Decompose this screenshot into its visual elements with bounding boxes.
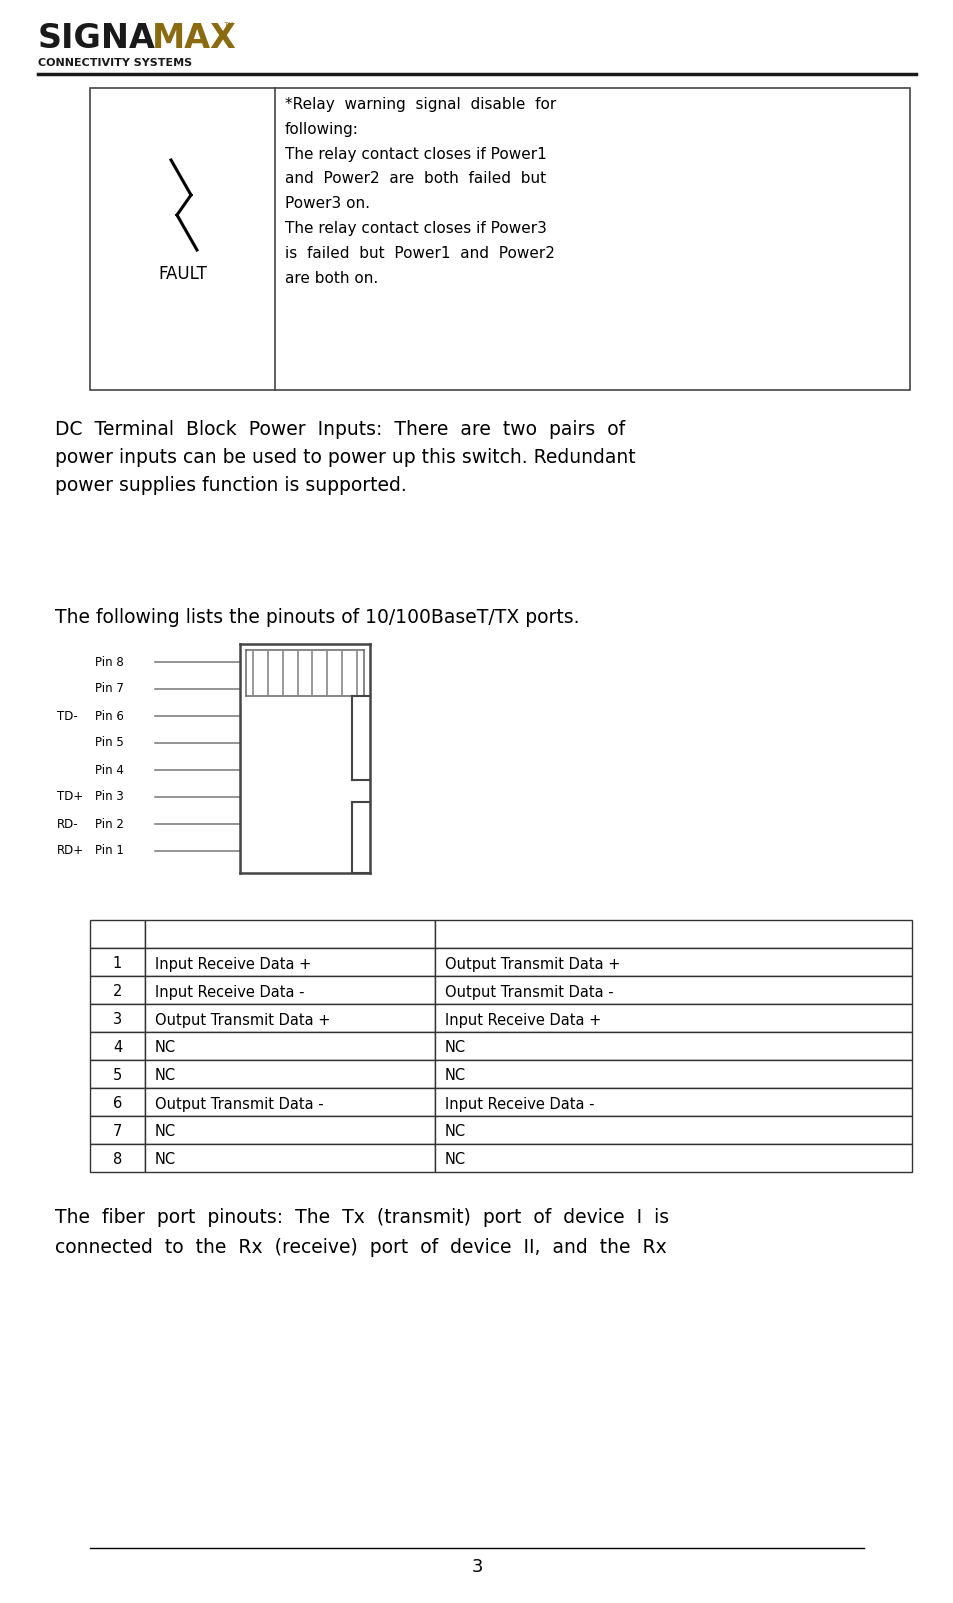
Text: RD+: RD+ (57, 845, 84, 858)
Text: Power3 on.: Power3 on. (285, 196, 370, 212)
Bar (90, 976, 145, 1003)
Text: FAULT: FAULT (158, 264, 207, 284)
Text: TD+: TD+ (57, 790, 83, 803)
Bar (90, 1088, 145, 1116)
Bar (145, 1088, 435, 1116)
Text: Pin 6: Pin 6 (95, 710, 124, 723)
Bar (435, 947, 911, 976)
Bar (90, 1060, 145, 1088)
Text: DC  Terminal  Block  Power  Inputs:  There  are  two  pairs  of: DC Terminal Block Power Inputs: There ar… (55, 420, 624, 439)
Text: 8: 8 (112, 1153, 122, 1167)
Text: Output Transmit Data +: Output Transmit Data + (154, 1013, 330, 1028)
Bar (435, 976, 911, 1003)
Bar (435, 1088, 911, 1116)
Bar (145, 1003, 435, 1032)
Text: Input Receive Data +: Input Receive Data + (444, 1013, 600, 1028)
Text: connected  to  the  Rx  (receive)  port  of  device  II,  and  the  Rx: connected to the Rx (receive) port of de… (55, 1238, 666, 1257)
Text: The relay contact closes if Power3: The relay contact closes if Power3 (285, 221, 546, 236)
Text: Pin 7: Pin 7 (95, 683, 124, 696)
Bar (145, 976, 435, 1003)
Bar (145, 1145, 435, 1172)
Text: 4: 4 (112, 1040, 122, 1055)
Text: Output Transmit Data -: Output Transmit Data - (444, 984, 613, 1000)
Text: NC: NC (444, 1124, 466, 1140)
Text: Pin 3: Pin 3 (95, 790, 124, 803)
Text: NC: NC (444, 1153, 466, 1167)
Text: 3: 3 (471, 1558, 482, 1576)
Bar (435, 1003, 911, 1032)
Text: CONNECTIVITY SYSTEMS: CONNECTIVITY SYSTEMS (38, 58, 192, 67)
Bar (145, 1060, 435, 1088)
Text: MAX: MAX (152, 22, 236, 55)
Text: The following lists the pinouts of 10/100BaseT/TX ports.: The following lists the pinouts of 10/10… (55, 608, 578, 627)
Text: is  failed  but  Power1  and  Power2: is failed but Power1 and Power2 (285, 245, 555, 261)
Bar (145, 1116, 435, 1145)
Bar (435, 1145, 911, 1172)
Text: SIGNA: SIGNA (38, 22, 155, 55)
Text: NC: NC (444, 1040, 466, 1055)
Bar (435, 1032, 911, 1060)
Text: 7: 7 (112, 1124, 122, 1140)
Text: NC: NC (154, 1040, 176, 1055)
Text: NC: NC (154, 1069, 176, 1084)
Text: 3: 3 (112, 1013, 122, 1028)
Bar (435, 920, 911, 947)
Bar (90, 88, 909, 390)
Bar (90, 920, 145, 947)
Bar (90, 1032, 145, 1060)
Text: Output Transmit Data -: Output Transmit Data - (154, 1096, 323, 1111)
Text: The relay contact closes if Power1: The relay contact closes if Power1 (285, 146, 546, 162)
Text: following:: following: (285, 122, 358, 136)
Text: Pin 1: Pin 1 (95, 845, 124, 858)
Text: *Relay  warning  signal  disable  for: *Relay warning signal disable for (285, 98, 556, 112)
Text: Pin 4: Pin 4 (95, 763, 124, 776)
Text: power supplies function is supported.: power supplies function is supported. (55, 476, 406, 495)
Text: NC: NC (444, 1069, 466, 1084)
Text: are both on.: are both on. (285, 271, 377, 285)
Text: NC: NC (154, 1153, 176, 1167)
Bar (90, 1145, 145, 1172)
Text: Pin 2: Pin 2 (95, 818, 124, 830)
Text: power inputs can be used to power up this switch. Redundant: power inputs can be used to power up thi… (55, 447, 635, 466)
Bar (145, 947, 435, 976)
Text: 5: 5 (112, 1069, 122, 1084)
Text: TD-: TD- (57, 710, 77, 723)
Text: 1: 1 (112, 957, 122, 971)
Bar (145, 920, 435, 947)
Text: Output Transmit Data +: Output Transmit Data + (444, 957, 619, 971)
Text: Input Receive Data +: Input Receive Data + (154, 957, 311, 971)
Text: Input Receive Data -: Input Receive Data - (154, 984, 304, 1000)
Text: 6: 6 (112, 1096, 122, 1111)
Text: Input Receive Data -: Input Receive Data - (444, 1096, 594, 1111)
Text: Pin 8: Pin 8 (95, 656, 124, 668)
Text: RD-: RD- (57, 818, 78, 830)
Bar (90, 947, 145, 976)
Text: and  Power2  are  both  failed  but: and Power2 are both failed but (285, 172, 545, 186)
Text: 2: 2 (112, 984, 122, 1000)
Text: ™: ™ (222, 22, 234, 35)
Text: The  fiber  port  pinouts:  The  Tx  (transmit)  port  of  device  I  is: The fiber port pinouts: The Tx (transmit… (55, 1209, 668, 1226)
Bar (435, 1060, 911, 1088)
Bar (90, 1003, 145, 1032)
Bar (145, 1032, 435, 1060)
Bar (90, 1116, 145, 1145)
Bar (435, 1116, 911, 1145)
Text: Pin 5: Pin 5 (95, 736, 124, 750)
Text: NC: NC (154, 1124, 176, 1140)
